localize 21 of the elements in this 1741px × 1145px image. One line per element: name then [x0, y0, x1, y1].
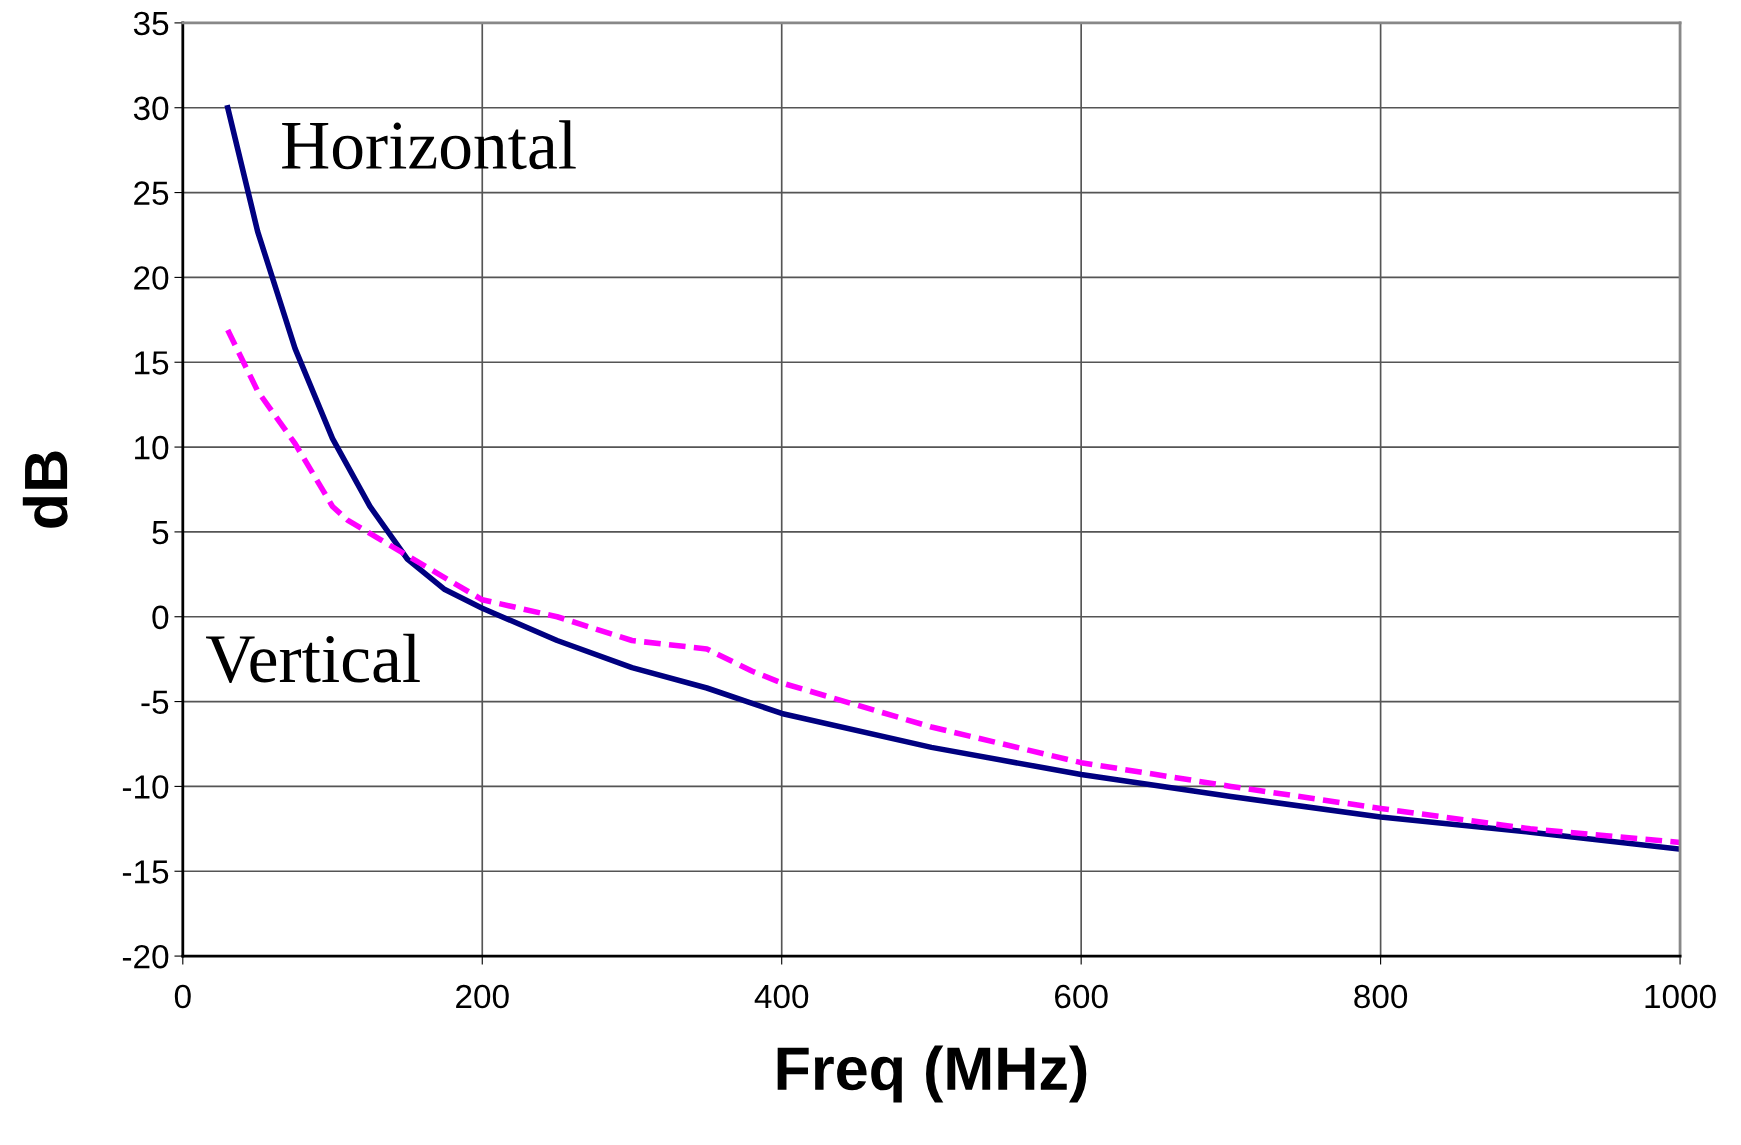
y-tick-label: 5 — [152, 521, 169, 545]
y-tick-label: 0 — [152, 605, 169, 630]
x-tick-label: 600 — [1055, 984, 1108, 1009]
y-tick-label: 25 — [134, 181, 169, 205]
y-tick-label: 35 — [133, 11, 169, 36]
x-tick-label: 0 — [174, 984, 191, 1009]
y-tick-label: 10 — [135, 435, 169, 460]
x-tick-label: 400 — [754, 984, 809, 1009]
y-tick-label: -5 — [141, 690, 169, 714]
series-label: Vertical — [206, 633, 420, 683]
y-tick-label: -20 — [122, 944, 169, 969]
y-tick-label: -10 — [122, 775, 169, 799]
x-tick-label: 200 — [456, 984, 509, 1009]
y-axis-title: dB — [22, 451, 68, 528]
y-tick-label: 30 — [133, 96, 169, 121]
y-tick-label: -15 — [122, 860, 169, 884]
x-tick-label: 1000 — [1645, 984, 1716, 1009]
x-tick-label: 800 — [1354, 984, 1408, 1009]
y-tick-label: 20 — [134, 266, 169, 290]
x-axis-title: Freq (MHz) — [777, 1045, 1087, 1103]
y-tick-label: 15 — [135, 351, 169, 375]
